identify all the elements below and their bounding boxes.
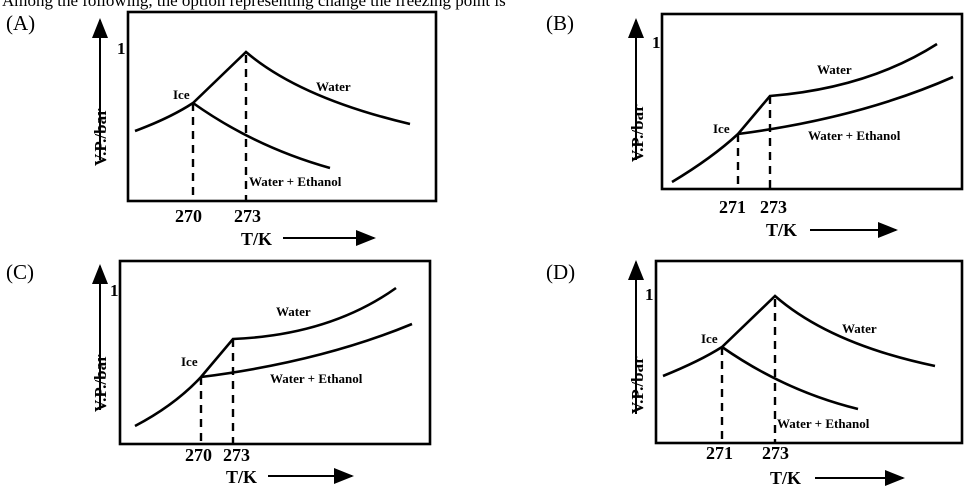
option-b-x-label: T/K bbox=[766, 220, 797, 240]
option-c-ytick-1: 1 bbox=[110, 281, 119, 300]
option-b-solution-curve bbox=[737, 75, 954, 136]
option-d-water-temp: 273 bbox=[762, 443, 789, 463]
option-d-water-label: Water bbox=[842, 321, 877, 336]
option-b-solution-label: Water + Ethanol bbox=[808, 128, 901, 143]
option-d-letter: (D) bbox=[546, 260, 575, 284]
option-a-water-curve bbox=[134, 50, 411, 133]
option-d-solution-label: Water + Ethanol bbox=[777, 416, 870, 431]
option-b-ytick-1: 1 bbox=[652, 33, 661, 52]
option-d-y-label: V.P./bar bbox=[628, 356, 647, 414]
option-b-frame bbox=[660, 12, 964, 191]
option-b-ice-label: Ice bbox=[713, 121, 730, 136]
option-b-y-label: V.P./bar bbox=[628, 104, 647, 162]
option-d-solution-curve bbox=[721, 345, 859, 411]
option-d-panel: (D) V.P./bar 1 Ice Water Water + Ethanol… bbox=[546, 259, 964, 487]
option-a-panel: (A) V.P./bar 1 Ice Water Water + Ethanol… bbox=[6, 10, 438, 249]
option-c-letter: (C) bbox=[6, 260, 34, 284]
option-a-x-label: T/K bbox=[241, 229, 272, 249]
option-c-frame bbox=[118, 259, 432, 446]
option-a-water-temp: 273 bbox=[234, 206, 261, 226]
option-d-ice-label: Ice bbox=[701, 331, 718, 346]
option-d-ytick-1: 1 bbox=[645, 285, 654, 304]
option-b-ice-temp: 271 bbox=[719, 197, 746, 217]
option-d-water-curve bbox=[662, 294, 936, 378]
option-d-ice-temp: 271 bbox=[706, 443, 733, 463]
option-c-x-label: T/K bbox=[226, 467, 257, 487]
option-b-letter: (B) bbox=[546, 11, 574, 35]
option-a-ytick-1: 1 bbox=[117, 39, 126, 58]
question-text: Among the following, the option represen… bbox=[2, 0, 506, 10]
option-a-ice-temp: 270 bbox=[175, 206, 202, 226]
option-a-solution-label: Water + Ethanol bbox=[249, 174, 342, 189]
option-c-water-curve bbox=[134, 286, 397, 428]
option-c-solution-label: Water + Ethanol bbox=[270, 371, 363, 386]
option-c-solution-curve bbox=[200, 322, 413, 379]
option-a-water-label: Water bbox=[316, 79, 351, 94]
option-c-water-label: Water bbox=[276, 304, 311, 319]
option-a-ice-label: Ice bbox=[173, 87, 190, 102]
option-a-y-label: V.P./bar bbox=[91, 108, 110, 166]
option-a-frame bbox=[126, 10, 438, 203]
option-a-letter: (A) bbox=[6, 11, 35, 35]
option-c-ice-temp: 270 bbox=[185, 445, 212, 465]
option-b-panel: (B) V.P./bar 1 Ice Water Water + Ethanol… bbox=[546, 11, 964, 240]
option-c-y-label: V.P./bar bbox=[91, 354, 110, 412]
option-b-water-label: Water bbox=[817, 62, 852, 77]
option-d-frame bbox=[654, 259, 964, 445]
option-a-solution-curve bbox=[192, 101, 331, 170]
option-b-water-curve bbox=[671, 42, 938, 184]
option-c-water-temp: 273 bbox=[223, 445, 250, 465]
option-c-ice-label: Ice bbox=[181, 354, 198, 369]
option-d-x-label: T/K bbox=[770, 468, 801, 487]
option-b-water-temp: 273 bbox=[760, 197, 787, 217]
option-c-panel: (C) V.P./bar 1 Ice Water Water + Ethanol… bbox=[6, 259, 432, 487]
